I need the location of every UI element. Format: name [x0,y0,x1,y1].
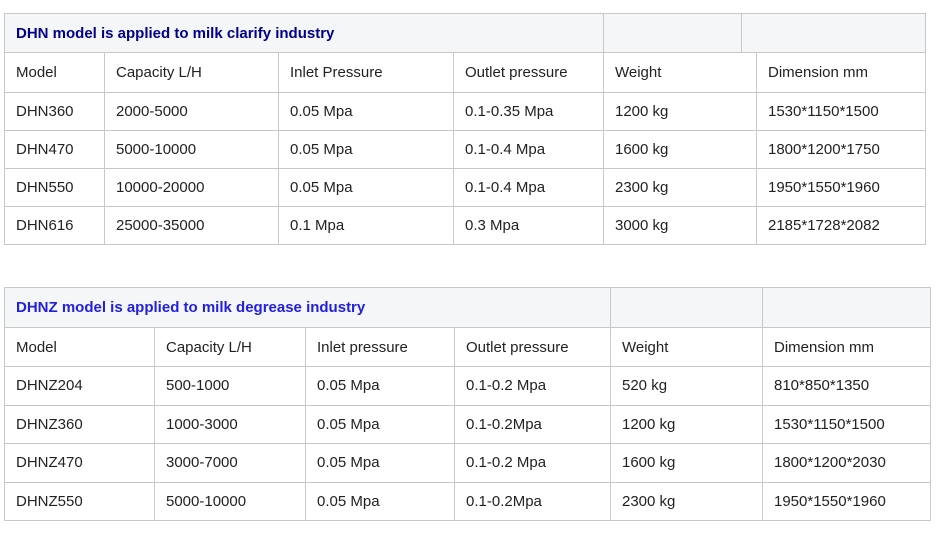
table-row: DHN360 2000-5000 0.05 Mpa 0.1-0.35 Mpa 1… [5,93,926,131]
data-cell: 0.1-0.4 Mpa [454,169,604,207]
data-cell: 2185*1728*2082 [757,207,926,245]
data-cell: DHN550 [5,169,105,207]
data-cell: 3000-7000 [155,444,306,483]
table-row: DHN470 5000-10000 0.05 Mpa 0.1-0.4 Mpa 1… [5,131,926,169]
dhn-title-spacer-cell-1 [604,14,742,53]
data-cell: 0.05 Mpa [279,93,454,131]
col-header-inlet-pressure: Inlet pressure [306,328,455,367]
data-cell: 1530*1150*1500 [763,405,931,444]
table-row: DHNZ550 5000-10000 0.05 Mpa 0.1-0.2Mpa 2… [5,482,931,521]
data-cell: 2000-5000 [105,93,279,131]
col-header-capacity: Capacity L/H [105,53,279,93]
dhn-table-title: DHN model is applied to milk clarify ind… [5,14,604,53]
data-cell: 1530*1150*1500 [757,93,926,131]
dhn-title-spacer-cell-2 [742,14,926,53]
data-cell: 1950*1550*1960 [757,169,926,207]
col-header-outlet-pressure: Outlet pressure [454,53,604,93]
data-cell: 0.05 Mpa [279,131,454,169]
data-cell: 500-1000 [155,367,306,406]
data-cell: 1600 kg [611,444,763,483]
dhnz-table-title: DHNZ model is applied to milk degrease i… [5,288,611,328]
col-header-model: Model [5,53,105,93]
col-header-weight: Weight [604,53,757,93]
data-cell: 0.05 Mpa [306,367,455,406]
data-cell: 0.1-0.2Mpa [455,405,611,444]
data-cell: 520 kg [611,367,763,406]
data-cell: 0.1 Mpa [279,207,454,245]
data-cell: 1000-3000 [155,405,306,444]
data-cell: 10000-20000 [105,169,279,207]
col-header-outlet-pressure: Outlet pressure [455,328,611,367]
col-header-capacity: Capacity L/H [155,328,306,367]
col-header-dimension: Dimension mm [763,328,931,367]
dhnz-spec-table: DHNZ model is applied to milk degrease i… [4,287,931,521]
data-cell: 0.1-0.2 Mpa [455,444,611,483]
data-cell: 0.1-0.2Mpa [455,482,611,521]
col-header-dimension: Dimension mm [757,53,926,93]
data-cell: 0.05 Mpa [279,169,454,207]
table-row: DHNZ360 1000-3000 0.05 Mpa 0.1-0.2Mpa 12… [5,405,931,444]
data-cell: 1950*1550*1960 [763,482,931,521]
dhnz-title-spacer-cell-1 [611,288,763,328]
data-cell: 0.3 Mpa [454,207,604,245]
data-cell: DHN470 [5,131,105,169]
data-cell: DHNZ204 [5,367,155,406]
data-cell: DHNZ360 [5,405,155,444]
dhn-spec-table: DHN model is applied to milk clarify ind… [4,13,926,245]
data-cell: 1200 kg [611,405,763,444]
col-header-model: Model [5,328,155,367]
dhnz-header-row: Model Capacity L/H Inlet pressure Outlet… [5,328,931,367]
data-cell: 5000-10000 [155,482,306,521]
data-cell: 0.1-0.4 Mpa [454,131,604,169]
data-cell: 810*850*1350 [763,367,931,406]
data-cell: 0.1-0.35 Mpa [454,93,604,131]
data-cell: 0.05 Mpa [306,482,455,521]
data-cell: 5000-10000 [105,131,279,169]
data-cell: 2300 kg [611,482,763,521]
data-cell: 1800*1200*1750 [757,131,926,169]
data-cell: 2300 kg [604,169,757,207]
data-cell: 1200 kg [604,93,757,131]
table-row: DHN550 10000-20000 0.05 Mpa 0.1-0.4 Mpa … [5,169,926,207]
dhn-header-row: Model Capacity L/H Inlet Pressure Outlet… [5,53,926,93]
data-cell: 1800*1200*2030 [763,444,931,483]
table-row: DHNZ204 500-1000 0.05 Mpa 0.1-0.2 Mpa 52… [5,367,931,406]
data-cell: DHNZ470 [5,444,155,483]
data-cell: 0.05 Mpa [306,444,455,483]
col-header-weight: Weight [611,328,763,367]
table-row: DHN616 25000-35000 0.1 Mpa 0.3 Mpa 3000 … [5,207,926,245]
data-cell: DHN360 [5,93,105,131]
dhnz-title-spacer-cell-2 [763,288,931,328]
col-header-inlet-pressure: Inlet Pressure [279,53,454,93]
data-cell: DHN616 [5,207,105,245]
dhn-title-row: DHN model is applied to milk clarify ind… [5,14,926,53]
data-cell: 0.05 Mpa [306,405,455,444]
data-cell: 25000-35000 [105,207,279,245]
data-cell: 0.1-0.2 Mpa [455,367,611,406]
data-cell: 1600 kg [604,131,757,169]
data-cell: 3000 kg [604,207,757,245]
table-row: DHNZ470 3000-7000 0.05 Mpa 0.1-0.2 Mpa 1… [5,444,931,483]
data-cell: DHNZ550 [5,482,155,521]
dhnz-title-row: DHNZ model is applied to milk degrease i… [5,288,931,328]
